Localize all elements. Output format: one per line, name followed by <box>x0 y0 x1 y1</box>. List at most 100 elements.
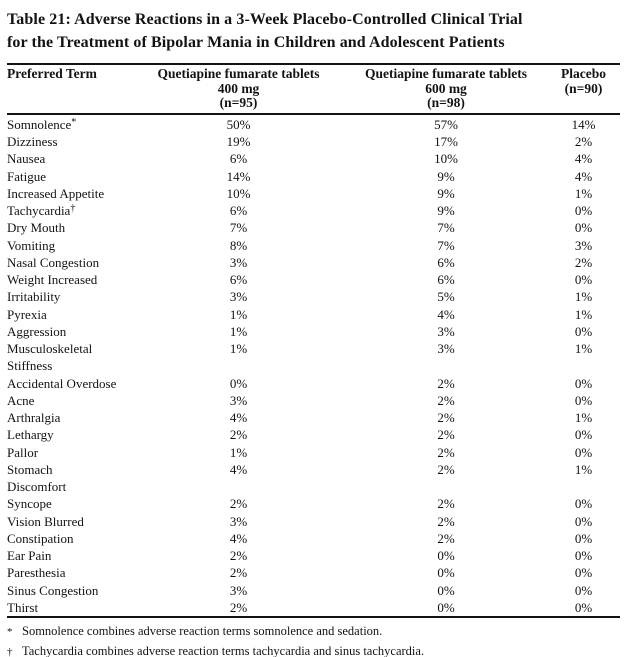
cell-preferred-term: Dry Mouth <box>7 220 66 236</box>
cell-preferred-term: Paresthesia <box>7 565 66 581</box>
cell-placebo-percent: 0% <box>574 565 593 581</box>
cell-preferred-term: Ear Pain <box>7 548 52 564</box>
table-row: Pyrexia 1% 4% 1% <box>7 306 620 323</box>
cell-q600-percent: 0% <box>437 599 455 615</box>
cell-q600-percent: 2% <box>437 410 455 426</box>
cell-preferred-term: Stomach Discomfort <box>7 461 67 495</box>
cell-placebo-percent: 0% <box>574 392 593 408</box>
cell-q400-percent: 6% <box>229 203 248 219</box>
table-row: Fatigue 14% 9% 4% <box>7 168 620 185</box>
cell-q600-percent: 2% <box>437 392 455 408</box>
cell-q400-percent: 50% <box>226 116 251 132</box>
table-row: Weight Increased 6% 6% 0% <box>7 271 620 288</box>
table-row: Pallor 1% 2% 0% <box>7 444 620 461</box>
cell-placebo-percent: 0% <box>574 203 593 219</box>
header-quetiapine-600mg: Quetiapine fumarate tablets 600 mg (n=98… <box>345 64 547 115</box>
footnote-tachycardia-text: Tachycardia combines adverse reaction te… <box>22 644 425 657</box>
cell-placebo-percent: 1% <box>574 410 593 426</box>
table-row: Arthralgia 4% 2% 1% <box>7 409 620 426</box>
cell-q400-percent: 10% <box>226 185 251 201</box>
cell-q400-percent: 2% <box>229 599 248 615</box>
table-row: Syncope 2% 2% 0% <box>7 495 620 512</box>
cell-q400-percent: 3% <box>229 289 248 305</box>
cell-preferred-term: Sinus Congestion <box>7 582 99 598</box>
cell-preferred-term: Syncope <box>7 496 52 512</box>
cell-placebo-percent: 4% <box>574 168 593 184</box>
cell-q600-percent: 3% <box>437 341 455 357</box>
cell-preferred-term: Weight Increased <box>7 272 98 288</box>
cell-placebo-percent: 0% <box>574 530 593 546</box>
cell-placebo-percent: 4% <box>574 151 593 167</box>
adverse-reactions-table: Preferred Term Quetiapine fumarate table… <box>7 63 620 618</box>
cell-preferred-term: Pallor <box>7 444 39 460</box>
cell-q600-percent: 2% <box>437 513 455 529</box>
cell-q400-percent: 2% <box>229 565 248 581</box>
cell-placebo-percent: 1% <box>574 289 593 305</box>
cell-placebo-percent: 2% <box>574 254 593 270</box>
cell-preferred-term: Increased Appetite <box>7 185 105 201</box>
header-preferred-term: Preferred Term <box>7 64 132 115</box>
cell-preferred-term: Nasal Congestion <box>7 254 100 270</box>
cell-q400-percent: 3% <box>229 392 248 408</box>
table-header-row: Preferred Term Quetiapine fumarate table… <box>7 64 620 115</box>
cell-q600-percent: 0% <box>437 582 455 598</box>
cell-preferred-term: Tachycardia† <box>7 203 76 219</box>
cell-placebo-percent: 1% <box>574 306 593 322</box>
table-row: Aggression 1% 3% 0% <box>7 323 620 340</box>
table-row: Accidental Overdose 0% 2% 0% <box>7 375 620 392</box>
cell-q600-percent: 6% <box>437 254 455 270</box>
cell-q400-percent: 6% <box>229 272 248 288</box>
cell-q400-percent: 1% <box>229 444 248 460</box>
cell-preferred-term: Acne <box>7 392 35 408</box>
cell-preferred-term: Lethargy <box>7 427 54 443</box>
table-row: Musculoskeletal Stiffness 1% 3% 1% <box>7 340 620 375</box>
footnote-reference-marker: † <box>70 203 76 215</box>
cell-placebo-percent: 0% <box>574 427 593 443</box>
cell-q600-percent: 3% <box>437 323 455 339</box>
footnote-reference-marker: * <box>71 116 77 128</box>
table-row: Acne 3% 2% 0% <box>7 392 620 409</box>
cell-q400-percent: 1% <box>229 323 248 339</box>
cell-placebo-percent: 1% <box>574 461 593 477</box>
cell-placebo-percent: 0% <box>574 220 593 236</box>
cell-placebo-percent: 0% <box>574 582 593 598</box>
footnotes: * Somnolence combines adverse reaction t… <box>7 621 620 657</box>
cell-preferred-term: Pyrexia <box>7 306 47 322</box>
cell-q400-percent: 4% <box>229 530 248 546</box>
table-row: Paresthesia 2% 0% 0% <box>7 564 620 581</box>
asterisk-marker: * <box>7 626 13 639</box>
cell-q400-percent: 4% <box>229 461 248 477</box>
cell-q600-percent: 2% <box>437 375 455 391</box>
footnote-somnolence-text: Somnolence combines adverse reaction ter… <box>22 624 383 639</box>
cell-q600-percent: 9% <box>437 168 455 184</box>
cell-q400-percent: 14% <box>226 168 251 184</box>
cell-q400-percent: 19% <box>226 134 251 150</box>
cell-preferred-term: Arthralgia <box>7 410 61 426</box>
cell-q600-percent: 2% <box>437 427 455 443</box>
cell-placebo-percent: 0% <box>574 599 593 615</box>
footnote-somnolence: * Somnolence combines adverse reaction t… <box>7 621 620 641</box>
cell-q600-percent: 5% <box>437 289 455 305</box>
cell-preferred-term: Vision Blurred <box>7 513 84 529</box>
cell-q600-percent: 2% <box>437 496 455 512</box>
cell-q600-percent: 6% <box>437 272 455 288</box>
cell-q600-percent: 2% <box>437 530 455 546</box>
table-row: Dry Mouth 7% 7% 0% <box>7 219 620 236</box>
table-row: Dizziness 19% 17% 2% <box>7 133 620 150</box>
cell-q600-percent: 2% <box>437 461 455 477</box>
table-row: Lethargy 2% 2% 0% <box>7 426 620 443</box>
table-row: Vision Blurred 3% 2% 0% <box>7 513 620 530</box>
cell-preferred-term: Somnolence* <box>7 116 77 132</box>
table-row: Somnolence* 50% 57% 14% <box>7 114 620 133</box>
cell-preferred-term: Aggression <box>7 323 67 339</box>
cell-q400-percent: 2% <box>229 496 248 512</box>
cell-q400-percent: 1% <box>229 341 248 357</box>
table-title: Table 21: Adverse Reactions in a 3-Week … <box>7 11 523 51</box>
cell-preferred-term: Constipation <box>7 530 74 546</box>
table-row: Increased Appetite 10% 9% 1% <box>7 185 620 202</box>
cell-q600-percent: 57% <box>434 116 458 132</box>
table-row: Nausea 6% 10% 4% <box>7 150 620 167</box>
table-row: Stomach Discomfort 4% 2% 1% <box>7 461 620 496</box>
cell-preferred-term: Dizziness <box>7 134 58 150</box>
